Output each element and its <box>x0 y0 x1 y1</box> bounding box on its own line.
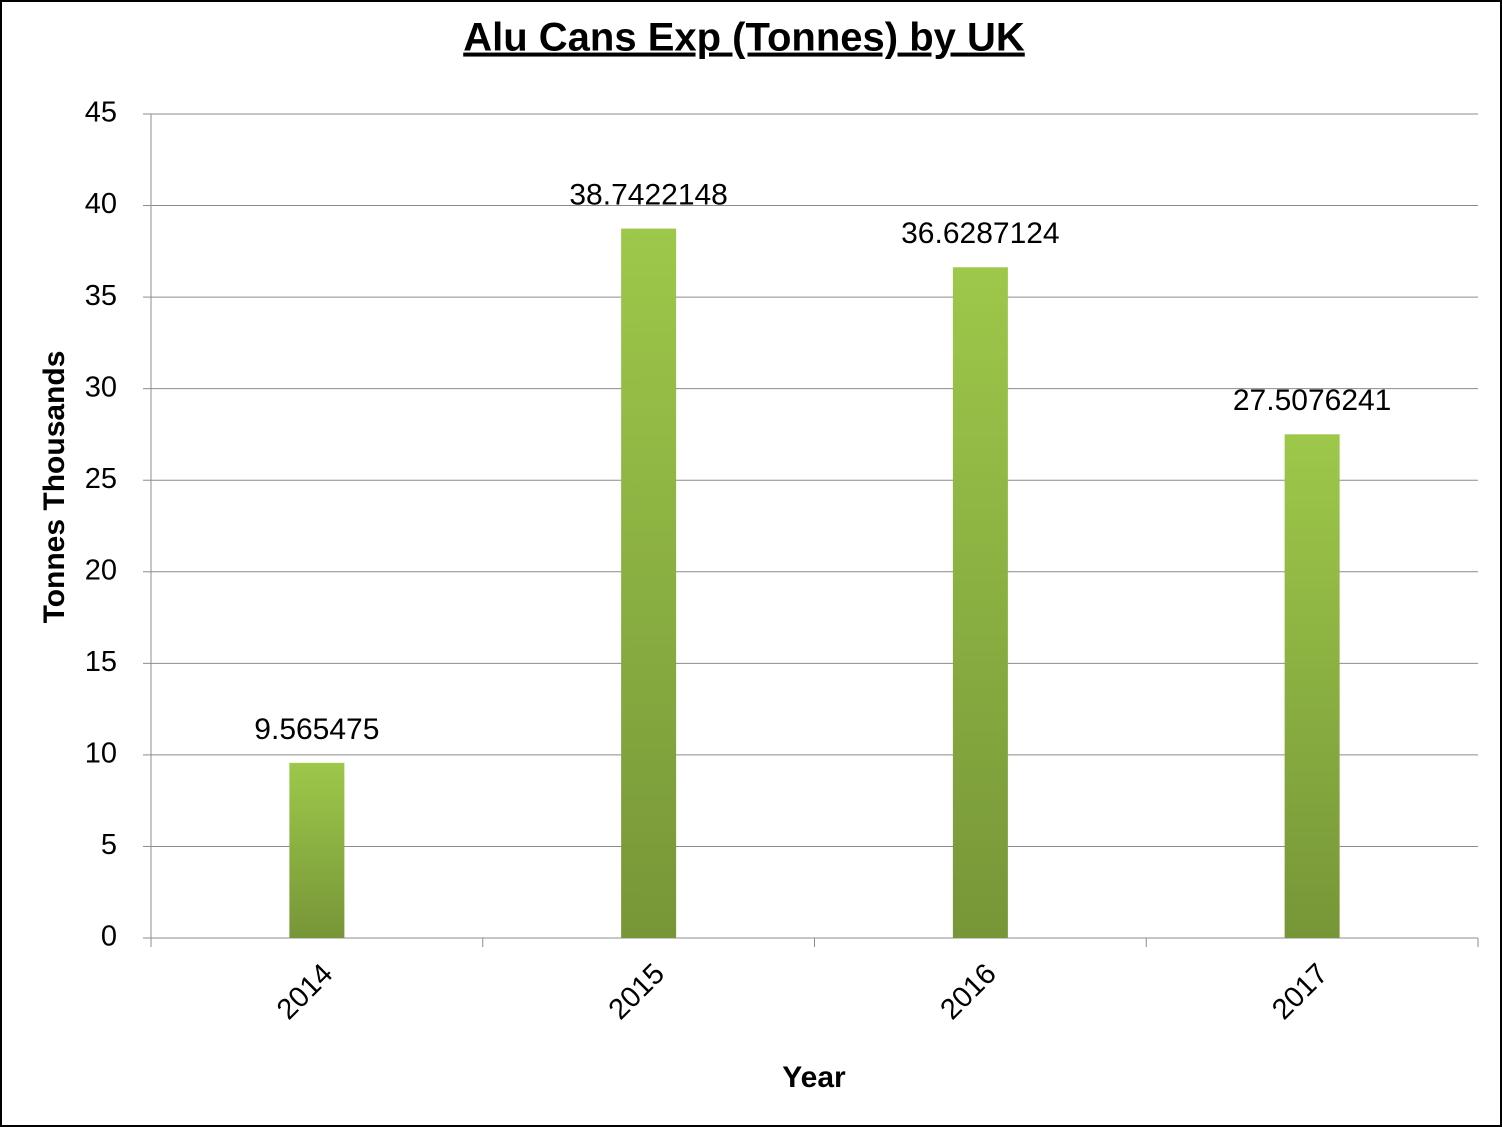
y-tick-label: 45 <box>85 97 117 129</box>
data-label: 38.7422148 <box>569 179 728 212</box>
y-tick-label: 15 <box>85 646 117 678</box>
y-tick-label: 30 <box>85 371 117 403</box>
bar <box>952 267 1008 938</box>
y-tick-label: 25 <box>85 463 117 495</box>
y-tick-label: 0 <box>101 921 117 953</box>
bar <box>289 762 345 938</box>
y-axis-title: Tonnes Thousands <box>38 351 71 624</box>
data-label: 27.5076241 <box>1233 384 1392 417</box>
y-tick-label: 40 <box>85 188 117 220</box>
y-tick-label: 20 <box>85 554 117 586</box>
bar <box>621 228 677 938</box>
y-tick-label: 5 <box>101 829 117 861</box>
bar <box>1284 434 1340 938</box>
data-label: 36.6287124 <box>901 217 1060 250</box>
chart-title: Alu Cans Exp (Tonnes) by UK <box>463 16 1025 60</box>
data-label: 9.565475 <box>254 713 379 746</box>
y-tick-label: 10 <box>85 738 117 770</box>
x-axis-title: Year <box>782 1061 846 1094</box>
y-tick-label: 35 <box>85 280 117 312</box>
